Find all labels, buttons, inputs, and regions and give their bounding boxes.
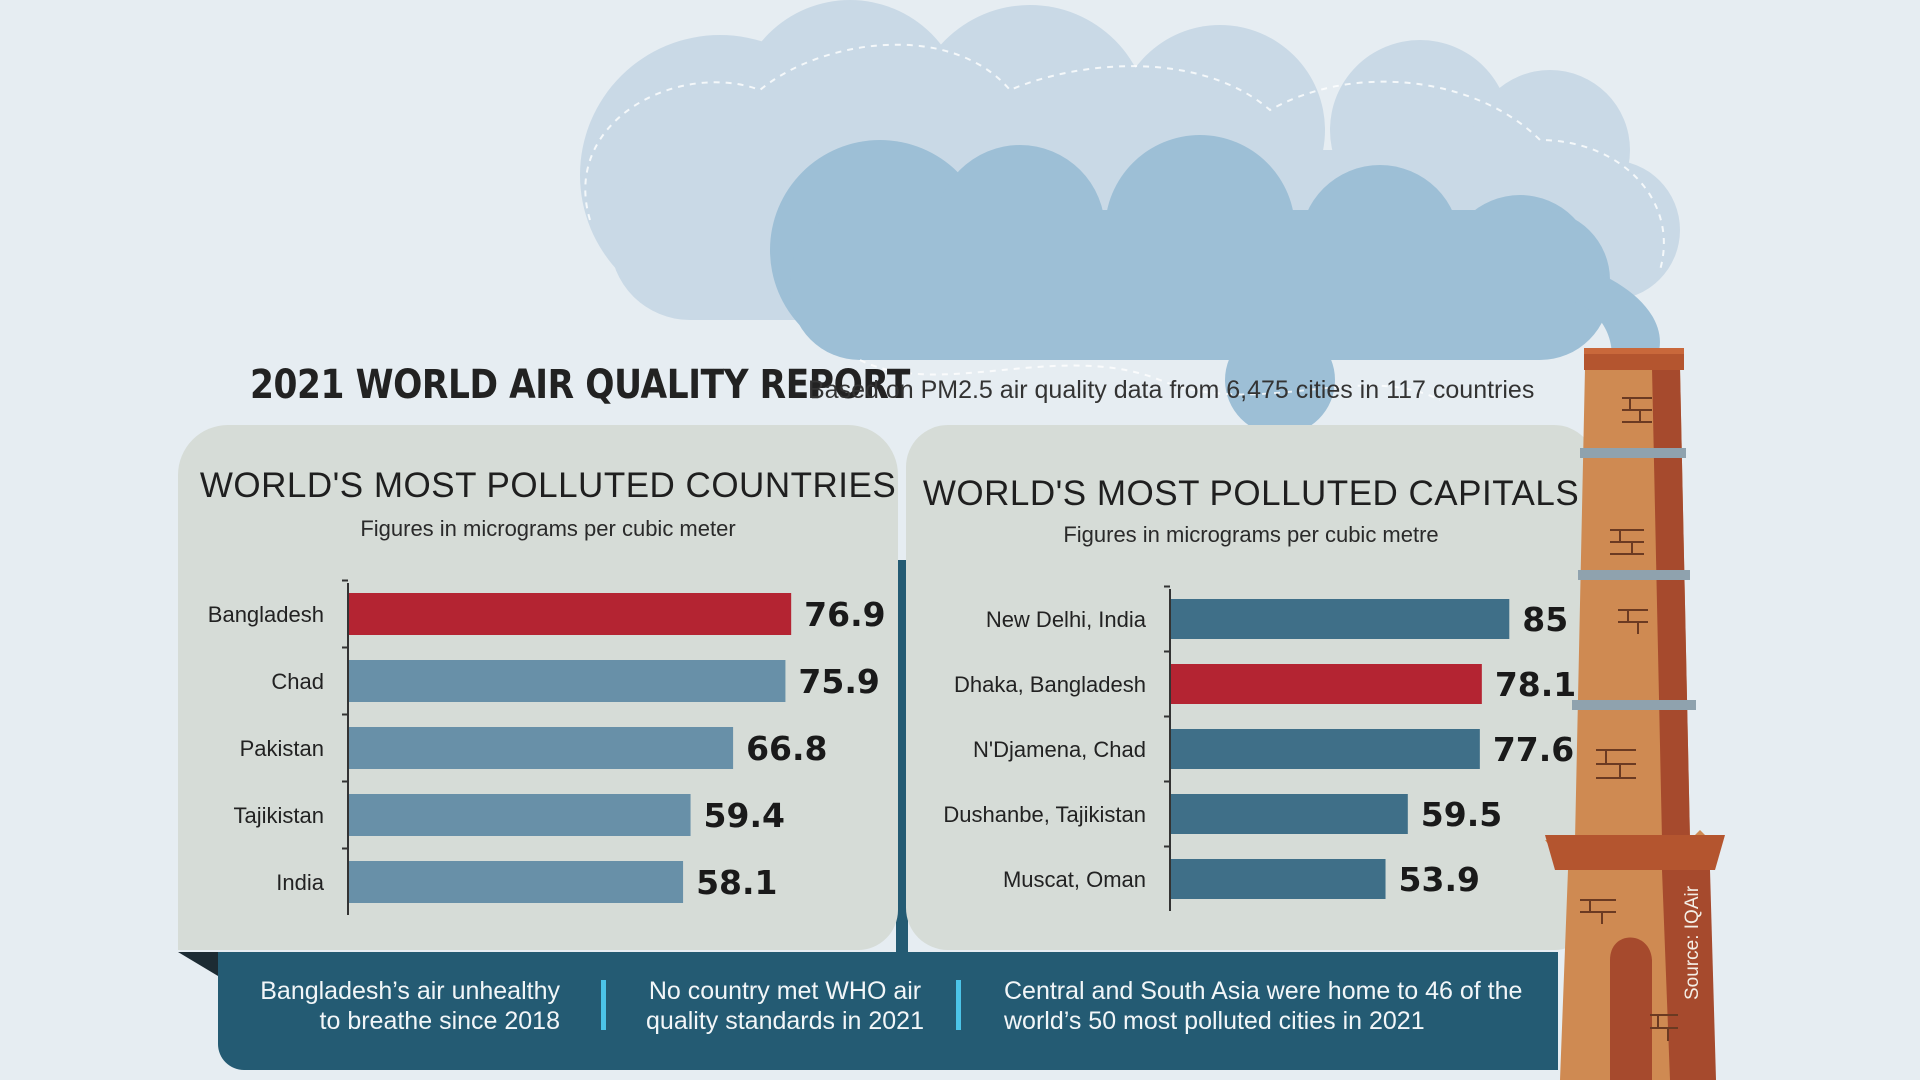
value-label: 59.4: [704, 796, 785, 835]
bar-chad: [349, 660, 786, 702]
bar-india: [349, 861, 684, 903]
value-label: 66.8: [746, 729, 827, 768]
category-label: Muscat, Oman: [1003, 867, 1146, 892]
category-label: Dhaka, Bangladesh: [954, 672, 1146, 697]
facts-band: [218, 952, 1558, 1070]
countries-bar-chart: Bangladesh 76.9 Chad 75.9 Pakistan 66.8 Tajiki…: [208, 579, 886, 915]
fact-2: No country met WHO air quality standards…: [646, 977, 924, 1035]
bar-bangladesh: [349, 593, 792, 635]
category-label: Bangladesh: [208, 602, 324, 627]
bar-new-delhi-india: [1171, 599, 1510, 639]
value-label: 75.9: [798, 662, 879, 701]
capitals-chart-title: WORLD'S MOST POLLUTED CAPITALS: [922, 474, 1580, 513]
value-label: 59.5: [1421, 795, 1502, 834]
fact-separator-2: [956, 980, 961, 1030]
category-label: Tajikistan: [234, 803, 324, 828]
category-label: New Delhi, India: [986, 607, 1147, 632]
bar-n-djamena-chad: [1171, 729, 1480, 769]
bar-pakistan: [349, 727, 734, 769]
source-note: Source: IQAir: [1682, 885, 1703, 1000]
category-label: N'Djamena, Chad: [973, 737, 1146, 762]
value-label: 78.1: [1495, 665, 1576, 704]
value-label: 76.9: [804, 595, 885, 634]
bar-tajikistan: [349, 794, 691, 836]
capitals-chart-subtitle: Figures in micrograms per cubic metre: [1063, 522, 1439, 547]
smoke-dashed-outline: [584, 43, 1665, 401]
fact-1: Bangladesh’s air unhealthy to breathe si…: [260, 977, 560, 1035]
fact-separator-1: [601, 980, 606, 1030]
page-title: 2021 WORLD AIR QUALITY REPORT: [250, 362, 910, 408]
value-label: 77.6: [1493, 730, 1574, 769]
smoke-cloud-front: [770, 135, 1660, 435]
page-subtitle: Based on PM2.5 air quality data from 6,4…: [808, 376, 1535, 404]
category-label: Chad: [271, 669, 324, 694]
fact-3: Central and South Asia were home to 46 o…: [1004, 977, 1523, 1035]
bar-dushanbe-tajikistan: [1171, 794, 1408, 834]
countries-chart-title: WORLD'S MOST POLLUTED COUNTRIES: [199, 466, 897, 505]
bar-muscat-oman: [1171, 859, 1386, 899]
value-label: 85: [1522, 600, 1568, 639]
value-label: 53.9: [1399, 860, 1480, 899]
countries-chart-subtitle: Figures in micrograms per cubic meter: [360, 516, 736, 541]
category-label: Dushanbe, Tajikistan: [943, 802, 1146, 827]
chimney-illustration: [1545, 348, 1725, 1080]
value-label: 58.1: [696, 863, 777, 902]
category-label: India: [276, 870, 324, 895]
capitals-bar-chart: New Delhi, India 85 Dhaka, Bangladesh 78.1 N…: [943, 585, 1576, 911]
category-label: Pakistan: [240, 736, 324, 761]
band-fold: [178, 952, 218, 976]
panel-gap: [896, 560, 908, 952]
bar-dhaka-bangladesh: [1171, 664, 1482, 704]
